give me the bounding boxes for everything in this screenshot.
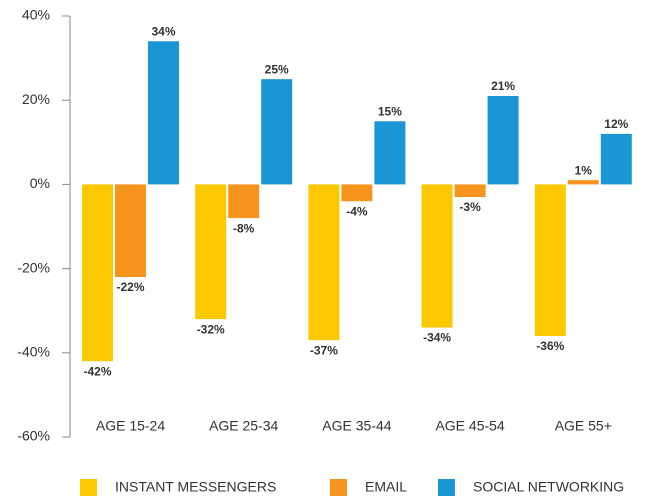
legend-swatch: [80, 479, 97, 496]
bar: [341, 184, 373, 202]
bar: [454, 184, 486, 198]
bar: [195, 184, 227, 320]
y-tick-label: -60%: [17, 428, 50, 444]
data-label: 25%: [265, 62, 289, 76]
legend-swatch: [438, 479, 455, 496]
data-label: 12%: [604, 117, 628, 131]
bar: [308, 184, 340, 341]
bar: [421, 184, 453, 328]
data-label: -37%: [310, 343, 338, 357]
x-tick-label: AGE 55+: [555, 418, 612, 434]
bar: [115, 184, 146, 278]
y-tick-label: 20%: [22, 91, 50, 107]
x-tick-label: AGE 35-44: [322, 418, 391, 434]
y-tick-label: -20%: [17, 259, 50, 275]
data-label: -42%: [83, 364, 111, 378]
legend-swatch: [330, 479, 347, 496]
data-label: -8%: [233, 221, 255, 235]
data-label: -34%: [423, 331, 451, 345]
bar: [82, 184, 113, 362]
y-tick-label: -40%: [17, 344, 50, 360]
data-label: 1%: [575, 163, 593, 177]
data-label: 34%: [151, 24, 175, 38]
bar: [374, 121, 406, 185]
data-label: -22%: [116, 280, 144, 294]
bar: [534, 184, 566, 336]
legend-label: SOCIAL NETWORKING: [473, 479, 624, 495]
bar: [567, 180, 599, 185]
bar: [228, 184, 260, 219]
y-tick-label: 0%: [30, 175, 50, 191]
bar: [261, 79, 293, 185]
x-tick-label: AGE 25-34: [209, 418, 278, 434]
data-label: 21%: [491, 79, 515, 93]
x-tick-label: AGE 15-24: [96, 418, 165, 434]
y-tick-label: 40%: [22, 7, 50, 23]
bar: [600, 133, 632, 185]
bar: [487, 95, 519, 185]
data-label: -32%: [197, 322, 225, 336]
bar: [148, 41, 179, 185]
data-label: -3%: [459, 200, 481, 214]
legend-label: EMAIL: [365, 479, 407, 495]
x-tick-label: AGE 45-54: [435, 418, 504, 434]
data-label: -36%: [536, 339, 564, 353]
legend-label: INSTANT MESSENGERS: [115, 479, 276, 495]
data-label: 15%: [378, 104, 402, 118]
data-label: -4%: [346, 204, 368, 218]
